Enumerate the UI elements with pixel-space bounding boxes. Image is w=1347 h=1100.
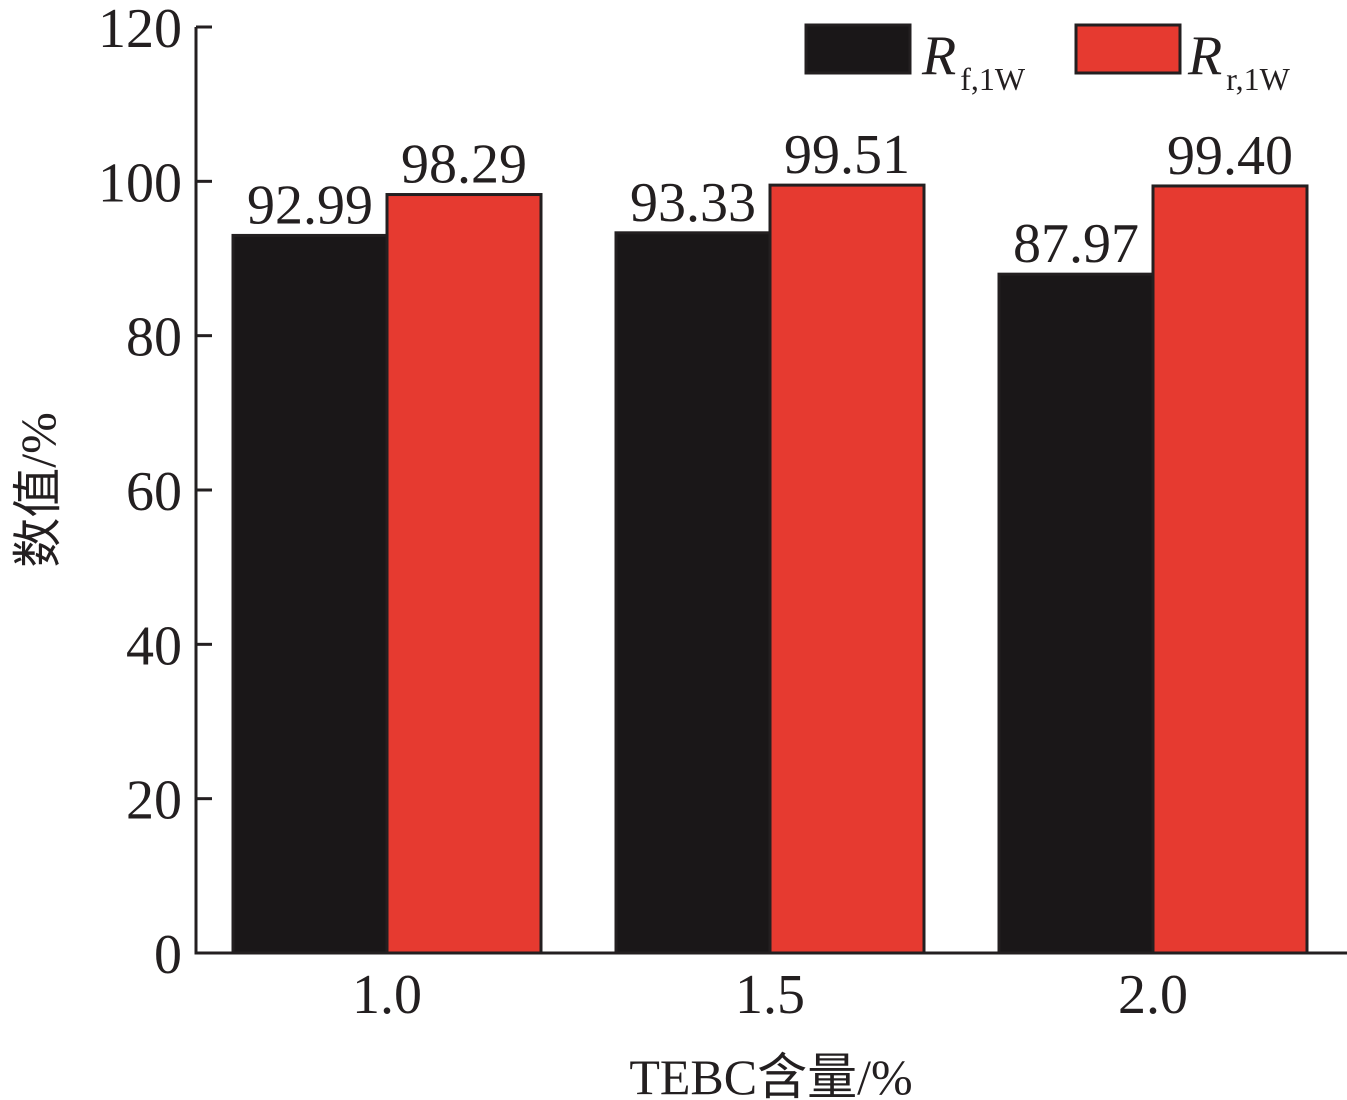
x-tick-label: 2.0 (1118, 964, 1188, 1026)
axes-layer: 0 20 40 60 80 100 120 1.0 1.5 2.0 (98, 0, 1347, 1026)
bar-rr-1.0 (385, 193, 543, 955)
bar-rr-1.5 (768, 183, 926, 955)
bar-rf-1.5 (614, 231, 772, 955)
bars-layer (231, 183, 1309, 955)
x-tick-label: 1.5 (735, 964, 805, 1026)
data-label: 99.51 (784, 124, 910, 186)
legend-label-main: R (1187, 25, 1222, 87)
y-axis-title: 数值/% (10, 412, 66, 568)
bar-rf-2.0 (997, 272, 1155, 955)
data-label: 99.40 (1167, 125, 1293, 187)
bar-rr-2.0 (1151, 184, 1309, 955)
legend-label-subscript: r,1W (1226, 61, 1290, 97)
y-tick-label: 100 (98, 152, 182, 214)
y-tick-label: 120 (98, 0, 182, 60)
legend-label-subscript: f,1W (960, 61, 1026, 97)
x-axis-title: TEBC含量/% (629, 1049, 912, 1100)
y-tick-label: 60 (126, 461, 182, 523)
data-label: 98.29 (401, 134, 527, 196)
data-labels-layer: 92.99 98.29 93.33 99.51 87.97 99.40 (247, 124, 1293, 275)
y-tick-label: 0 (154, 924, 182, 986)
y-tick-label: 20 (126, 770, 182, 832)
data-label: 93.33 (630, 172, 756, 234)
data-label: 92.99 (247, 174, 373, 236)
data-label: 87.97 (1013, 213, 1139, 275)
legend-swatch-rf (804, 23, 912, 75)
bar-rf-1.0 (231, 233, 389, 955)
y-tick-label: 80 (126, 307, 182, 369)
legend-label-main: R (921, 25, 956, 87)
legend-swatch-rr (1074, 23, 1182, 75)
y-tick-label: 40 (126, 615, 182, 677)
x-tick-label: 1.0 (352, 964, 422, 1026)
